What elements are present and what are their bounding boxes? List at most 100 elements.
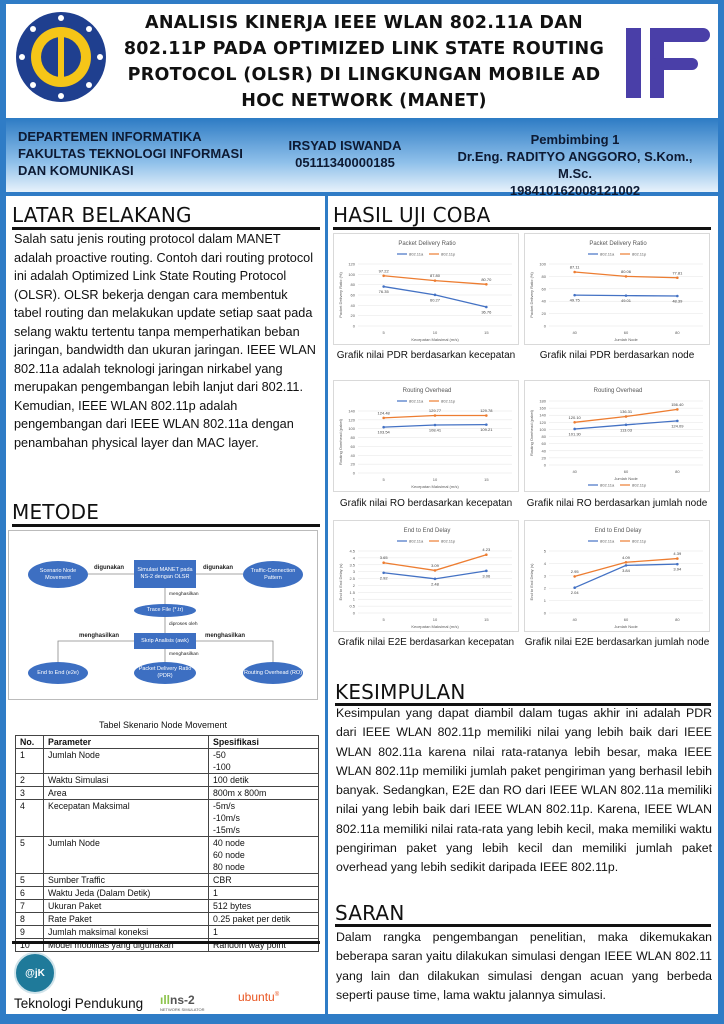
y-tick-label: 100 [539,262,546,267]
x-axis-label: Kecepatan Maksimal (m/s) [411,624,459,629]
data-label: 87.80 [430,273,441,278]
y-axis-label: End to End Delay (s) [529,563,534,601]
student-name: IRSYAD ISWANDA [288,138,402,153]
data-point [485,553,488,557]
data-point [433,293,437,297]
data-point [382,285,385,288]
table-cell: 0.25 paket per detik [208,912,319,926]
data-label: 103.54 [378,430,391,435]
chart-svg: Packet Delivery Ratio 802.11a 802.11p 0 20 40… [529,241,703,342]
diagram-connectors [57,573,274,662]
poster-title: ANALISIS KINERJA IEEE WLAN 802.11A DAN 8… [123,13,605,111]
column-header: Parameter [43,735,209,749]
data-point [624,423,628,427]
y-axis-label: Routing Overhead (paket) [529,409,534,456]
data-point [573,293,576,297]
table-row: 9 Jumlah maksimal koneksi 1 [15,925,319,939]
data-label: 76.35 [379,289,390,294]
node-scenario: Scenario Node Movement [28,561,88,588]
advisor-id: 198410162008121002 [509,183,641,198]
table-cell: Waktu Jeda (Dalam Detik) [43,886,209,900]
edge-label: menghasilkan [79,633,120,639]
chart-caption: Grafik nilai RO berdasarkan kecepatan [339,498,513,509]
data-point [624,415,628,418]
table-cell: -5m/s -10m/s -15m/s [208,799,319,837]
data-point [676,562,679,566]
table-cell: -50 -100 [208,748,319,774]
table-cell: 6 [15,886,44,900]
y-tick-label: 0.5 [349,604,355,609]
x-tick-label: 80 [675,617,680,622]
data-point [573,427,576,431]
divider [12,227,320,230]
table-cell: Jumlah Node [43,836,209,874]
y-tick-label: 4 [353,555,356,560]
chart-svg: End to End Delay 802.11a 802.11p 0 1 2 3 4 5 40 60… [529,528,703,629]
data-label: 4.39 [673,551,682,556]
data-label: 124.09 [671,423,684,428]
chart-svg: Packet Delivery Ratio 802.11a 802.11p 0 20 40… [338,241,512,342]
chart-title: Packet Delivery Ratio [589,241,647,247]
node-simulasi: Simulasi MANET pada NS-2 dengan OLSR [134,560,196,588]
data-point [433,414,437,417]
y-tick-label: 1 [353,597,356,602]
edge-label: diproses oleh [169,622,198,627]
data-point [573,575,576,578]
chart-3: Routing Overhead 802.11a 802.11p 0 20 40 60 80 1… [524,380,710,492]
divider [12,941,320,944]
if-logo [622,26,714,100]
y-axis-label: Packet Delivery Ratio (%) [529,272,534,318]
y-tick-label: 20 [542,455,547,460]
table-cell: 512 bytes [208,899,319,913]
kesimpulan-heading: KESIMPULAN [335,680,466,704]
node-trace: Trace File (*.tr) [134,604,196,617]
data-point [485,423,488,426]
data-label: 3.09 [431,563,440,568]
chart-title: Packet Delivery Ratio [398,241,456,247]
data-label: 113.03 [620,427,633,432]
y-tick-label: 3.5 [349,562,355,567]
x-axis-label: Jumlah Node [614,476,638,481]
data-point [676,408,679,411]
table-cell: 800m x 800m [208,786,319,800]
x-tick-label: 15 [484,330,489,335]
table-title: Tabel Skenario Node Movement [98,720,228,730]
table-row: 3 Area 800m x 800m [15,786,319,800]
method-flow-diagram: Scenario Node Movement Simulasi MANET pa… [8,530,318,700]
data-label: 124.48 [378,410,391,415]
column-header: No. [15,735,44,749]
chart-5: End to End Delay 802.11a 802.11p 0 1 2 3 4 5 40 60… [524,520,710,632]
divider [12,524,320,527]
data-label: 80.70 [481,277,492,282]
table-cell: 8 [15,912,44,926]
chart-1: Packet Delivery Ratio 802.11a 802.11p 0 20 40… [524,233,710,345]
latar-text: Salah satu jenis routing protocol dalam … [14,232,316,450]
node-ro: Routing Overhead (RO) [243,662,303,684]
node-e2e: End to End (e2e) [28,662,88,684]
data-point [676,294,679,298]
table-header-row: No. Parameter Spesifikasi [15,735,319,749]
legend-label: 802.11p [441,539,456,544]
data-label: 3.94 [673,567,682,572]
data-point [382,425,385,429]
legend-label: 802.11a [600,252,615,257]
y-tick-label: 100 [539,427,546,432]
legend-label: 802.11p [632,483,647,488]
divider [335,924,711,927]
table-cell: 5 [15,873,44,887]
data-label: 77.81 [672,270,683,275]
table-cell: 3 [15,786,44,800]
y-tick-label: 40 [542,299,547,304]
table-cell: Jumlah maksimal koneksi [43,925,209,939]
y-tick-label: 80 [542,434,547,439]
data-label: 60.27 [430,297,441,302]
y-axis-label: End to End Delay (s) [338,563,343,601]
data-point [433,577,437,581]
table-cell: 100 detik [208,773,319,787]
metode-heading: METODE [12,500,100,524]
data-point [676,276,679,280]
edge-label: menghasilkan [169,652,199,657]
data-label: 3.65 [380,555,389,560]
data-label: 108.41 [429,427,442,432]
data-point [433,423,437,427]
